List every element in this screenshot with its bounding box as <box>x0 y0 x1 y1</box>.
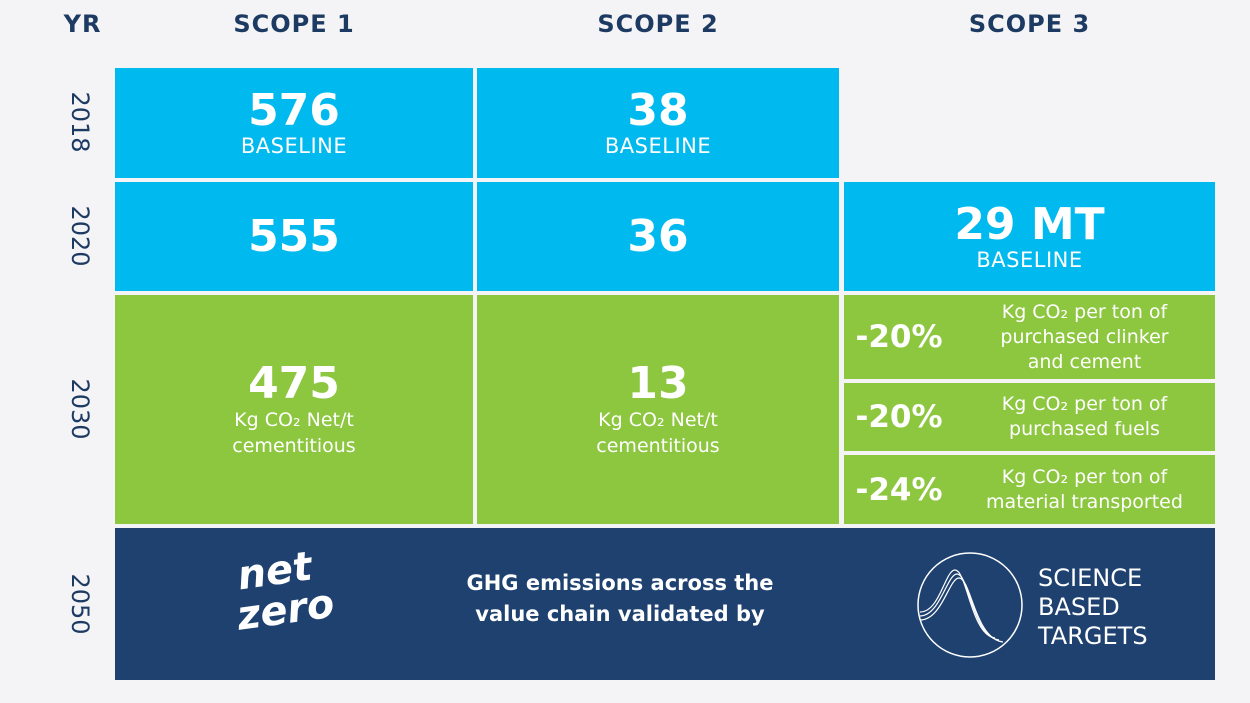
header-scope3: SCOPE 3 <box>968 10 1091 38</box>
percent: -20% <box>855 319 943 355</box>
percent: -24% <box>855 471 943 508</box>
unit: Kg CO₂ Net/t <box>598 408 718 431</box>
cell-2030-scope1: 475 Kg CO₂ Net/t cementitious <box>115 295 473 524</box>
header-scope1: SCOPE 1 <box>233 10 355 38</box>
desc: Kg CO₂ per ton of <box>1001 393 1168 415</box>
cell-2018-scope2: 38 BASELINE <box>477 68 839 178</box>
sbt-text: SCIENCE BASED TARGETS <box>1038 564 1148 651</box>
cell-2020-scope1: 555 <box>115 182 473 291</box>
unit: cementitious <box>232 434 356 457</box>
label: BASELINE <box>604 134 712 158</box>
cell-2018-scope1: 576 BASELINE <box>115 68 473 178</box>
unit: Kg CO₂ Net/t <box>234 408 354 431</box>
value: 475 <box>248 357 340 409</box>
sbt-line: TARGETS <box>1038 622 1148 650</box>
sbt-line: SCIENCE <box>1038 564 1143 592</box>
value: 555 <box>248 210 340 262</box>
value: 36 <box>627 210 689 262</box>
year-2050: 2050 <box>66 573 94 635</box>
text-line: GHG emissions across the <box>466 571 774 595</box>
percent: -20% <box>855 399 943 435</box>
desc: material transported <box>986 490 1183 513</box>
year-2020: 2020 <box>66 205 94 267</box>
logo-zero: zero <box>234 580 338 640</box>
sbt-line: BASED <box>1038 593 1120 621</box>
cell-2020-scope2: 36 <box>477 182 839 291</box>
cell-2020-scope3: 29 MT BASELINE <box>844 182 1215 291</box>
scope3-target-fuels: -20% Kg CO₂ per ton of purchased fuels <box>844 383 1215 451</box>
header-scope2: SCOPE 2 <box>597 10 719 38</box>
desc: and cement <box>1027 350 1142 373</box>
year-2018: 2018 <box>66 91 94 153</box>
value: 29 MT <box>954 198 1105 250</box>
value: 38 <box>627 85 689 136</box>
science-based-targets-icon <box>917 552 1023 658</box>
desc: Kg CO₂ per ton of <box>1001 465 1168 488</box>
text-line: value chain validated by <box>475 602 765 626</box>
header-yr: YR <box>63 10 102 38</box>
label: BASELINE <box>240 134 348 158</box>
desc: purchased fuels <box>1009 418 1160 440</box>
year-2030: 2030 <box>66 378 94 440</box>
scope3-target-clinker: -20% Kg CO₂ per ton of purchased clinker a… <box>844 295 1215 379</box>
value: 13 <box>627 357 689 409</box>
desc: Kg CO₂ per ton of <box>1001 300 1168 323</box>
row-2050-banner: net zero GHG emissions across the value c… <box>115 528 1215 680</box>
label: BASELINE <box>976 247 1083 272</box>
desc: purchased clinker <box>1000 325 1169 348</box>
scope3-target-transport: -24% Kg CO₂ per ton of material transport… <box>844 455 1215 524</box>
validation-text: GHG emissions across the value chain vali… <box>435 568 805 630</box>
net-zero-logo: net zero <box>234 543 338 640</box>
unit: cementitious <box>596 434 720 457</box>
cell-2030-scope2: 13 Kg CO₂ Net/t cementitious <box>477 295 839 524</box>
value: 576 <box>248 85 340 136</box>
